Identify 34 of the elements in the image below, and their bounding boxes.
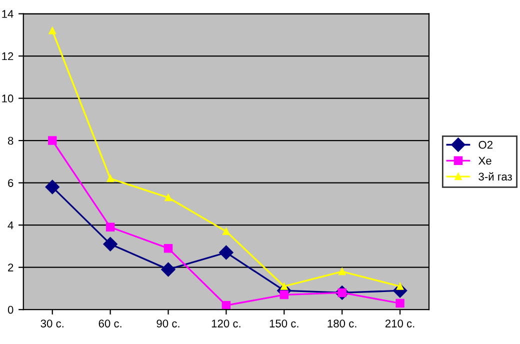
point [396,298,404,308]
point [106,222,115,232]
point [103,237,118,252]
x-tick-label: 30 с. [40,320,64,328]
y-tick-label: 14 [2,10,14,18]
legend-label: Xe [478,156,492,165]
x-tick-label: 180 с. [328,320,356,328]
point [164,244,173,253]
y-tick-label: 4 [8,221,14,230]
y-tick-label: 6 [8,179,14,187]
y-tick-label: 10 [2,94,14,102]
y-tick-label: 12 [2,52,14,60]
point [164,194,172,202]
point [45,180,60,194]
point [106,175,114,182]
point [338,268,346,276]
x-tick-label: 120 с. [212,320,240,328]
point [222,228,230,235]
point [161,262,176,277]
x-tick-label: 210 с. [385,320,414,328]
point [219,245,234,260]
legend-label: O2 [478,140,492,149]
point [48,136,57,145]
point [48,27,56,34]
point [222,301,231,310]
y-tick-label: 8 [8,136,14,145]
point [280,290,289,300]
y-tick-label: 0 [8,306,14,314]
x-tick-label: 90 с. [156,320,180,328]
legend-label: 3-й газ [478,172,512,181]
y-tick-label: 2 [8,264,14,272]
point [396,282,404,290]
x-tick-label: 150 с. [270,320,298,328]
x-tick-label: 60 с. [98,320,122,328]
